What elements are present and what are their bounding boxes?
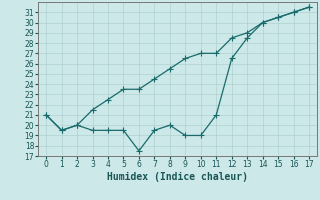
X-axis label: Humidex (Indice chaleur): Humidex (Indice chaleur) (107, 172, 248, 182)
